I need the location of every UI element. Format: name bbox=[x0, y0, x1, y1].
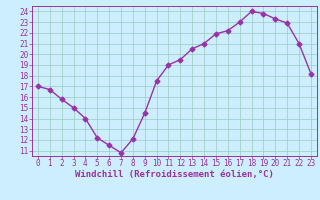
X-axis label: Windchill (Refroidissement éolien,°C): Windchill (Refroidissement éolien,°C) bbox=[75, 170, 274, 179]
